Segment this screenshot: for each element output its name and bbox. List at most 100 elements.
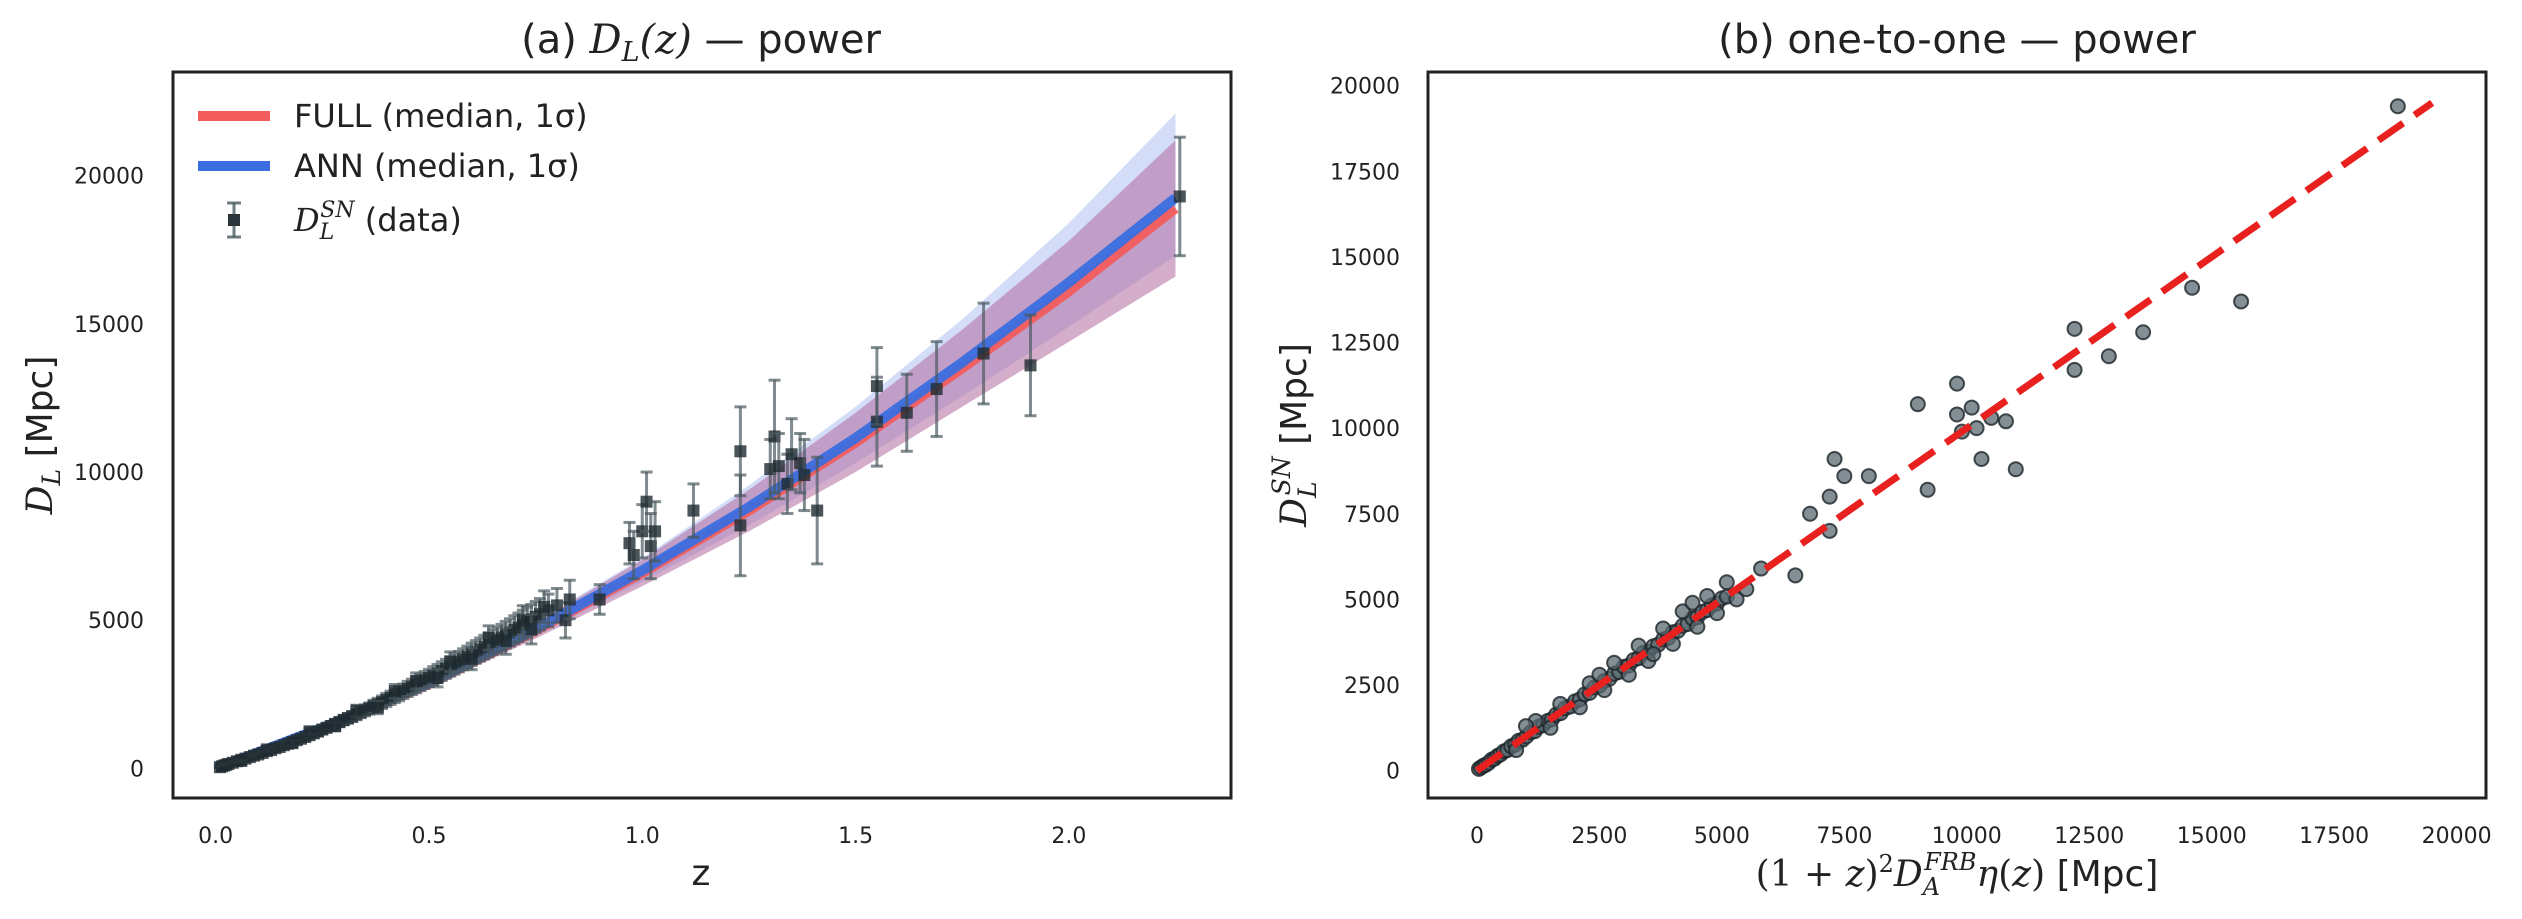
- data-marker: [798, 469, 811, 482]
- x-tick-label: 1.0: [625, 824, 660, 849]
- data-marker: [900, 406, 913, 419]
- x-tick-label: 15000: [2177, 824, 2247, 849]
- data-marker: [687, 504, 700, 517]
- data-point: [410, 671, 423, 691]
- x-tick-label: 20000: [2422, 824, 2492, 849]
- scatter-point: [1949, 375, 1965, 392]
- data-point: [734, 405, 747, 498]
- scatter-point: [1997, 413, 2014, 430]
- data-point: [1024, 313, 1037, 418]
- scatter-point: [1963, 399, 1980, 416]
- data-marker: [930, 383, 943, 396]
- data-point: [525, 612, 538, 646]
- scatter-point: [1836, 468, 1853, 485]
- x-tick-label: 10000: [1932, 824, 2002, 849]
- data-point: [371, 700, 384, 716]
- legend-full-label: FULL (median, 1σ): [294, 97, 588, 135]
- data-point: [465, 646, 478, 672]
- data-point: [388, 683, 401, 700]
- data-marker: [649, 525, 662, 538]
- y-tick-label: 12500: [1330, 332, 1400, 357]
- scatter-point: [1684, 594, 1701, 611]
- data-marker: [388, 685, 401, 698]
- x-tick-label: 5000: [1694, 824, 1750, 849]
- panel-a-legend: FULL (median, 1σ) ANN (median, 1σ) DLSN …: [198, 97, 588, 245]
- scatter-point: [1718, 574, 1735, 591]
- data-marker: [563, 593, 576, 606]
- x-tick-label: 12500: [2054, 824, 2124, 849]
- data-marker: [734, 445, 747, 458]
- y-tick-label: 0: [1386, 760, 1400, 785]
- data-marker: [431, 671, 444, 684]
- data-point: [303, 725, 316, 738]
- legend-ann-label: ANN (median, 1σ): [294, 147, 580, 185]
- scatter-point: [1826, 450, 1843, 467]
- scatter-point: [1949, 406, 1965, 423]
- y-tick-label: 5000: [1344, 588, 1400, 613]
- data-marker: [329, 720, 342, 733]
- data-marker: [303, 725, 316, 738]
- scatter-point: [2135, 324, 2152, 341]
- data-point: [329, 720, 342, 733]
- data-marker: [811, 504, 824, 517]
- data-marker: [465, 652, 478, 665]
- data-marker: [482, 631, 495, 644]
- legend-data-swatch: [227, 201, 241, 239]
- panel-b: (b) one-to-one — power 0 2500 5000 7500 1000…: [1267, 17, 2492, 901]
- data-marker: [538, 600, 551, 613]
- data-marker: [286, 737, 299, 750]
- data-marker: [640, 495, 653, 508]
- data-point: [350, 703, 363, 718]
- scatter-point: [1571, 699, 1588, 716]
- data-point: [431, 667, 444, 689]
- y-tick-label: 15000: [1330, 246, 1400, 271]
- panel-a-y-ticks: 0 5000 10000 15000 20000: [74, 165, 144, 783]
- scatter-point: [1909, 396, 1926, 413]
- data-marker: [593, 593, 606, 606]
- data-marker: [260, 743, 273, 756]
- data-point: [687, 482, 700, 539]
- y-tick-label: 7500: [1344, 503, 1400, 528]
- x-tick-label: 17500: [2299, 824, 2369, 849]
- data-point: [499, 626, 512, 656]
- data-marker: [870, 380, 883, 393]
- data-point: [640, 470, 653, 533]
- data-point: [772, 432, 785, 501]
- scatter-point: [2066, 361, 2083, 378]
- y-tick-label: 10000: [74, 461, 144, 486]
- scatter-point: [2100, 348, 2117, 365]
- data-point: [444, 650, 457, 673]
- data-marker: [410, 674, 423, 687]
- scatter-point: [1542, 719, 1559, 736]
- data-point: [900, 372, 913, 453]
- panel-b-title: (b) one-to-one — power: [1718, 17, 2196, 63]
- y-tick-label: 17500: [1330, 160, 1400, 185]
- panel-b-x-ticks: 0 2500 5000 7500 10000 12500 15000 17500 20000: [1470, 824, 2492, 849]
- panel-a: (a) DL(z) — power 0.0 0.5 1.0 1.5 2.0 0 5000 1…: [20, 17, 1233, 894]
- data-point: [235, 754, 248, 767]
- data-point: [563, 578, 576, 621]
- panel-b-reference-line: [1474, 99, 2435, 774]
- scatter-point: [2233, 293, 2250, 310]
- scatter-point: [2184, 279, 2201, 296]
- x-tick-label: 2.0: [1051, 824, 1086, 849]
- y-tick-label: 15000: [74, 313, 144, 338]
- scatter-point: [1630, 637, 1647, 654]
- data-marker: [235, 754, 248, 767]
- panel-b-points: [1470, 98, 2406, 777]
- data-point: [798, 437, 811, 513]
- scatter-point: [1802, 505, 1819, 522]
- data-marker: [1173, 190, 1186, 203]
- scatter-point: [1973, 450, 1990, 467]
- data-marker: [734, 519, 747, 532]
- panel-a-data-points: [213, 135, 1186, 774]
- data-point: [260, 743, 273, 756]
- y-tick-label: 10000: [1330, 417, 1400, 442]
- panel-b-y-ticks: 0 2500 5000 7500 10000 12500 15000 17500 20000: [1330, 75, 1400, 785]
- data-marker: [444, 655, 457, 668]
- panel-b-xlabel: (1 + z)2DAFRBη(z) [Mpc]: [1756, 848, 2159, 901]
- panel-a-xlabel: z: [692, 853, 711, 894]
- scatter-point: [2007, 461, 2024, 478]
- scatter-point: [1860, 468, 1877, 485]
- data-marker: [350, 704, 363, 717]
